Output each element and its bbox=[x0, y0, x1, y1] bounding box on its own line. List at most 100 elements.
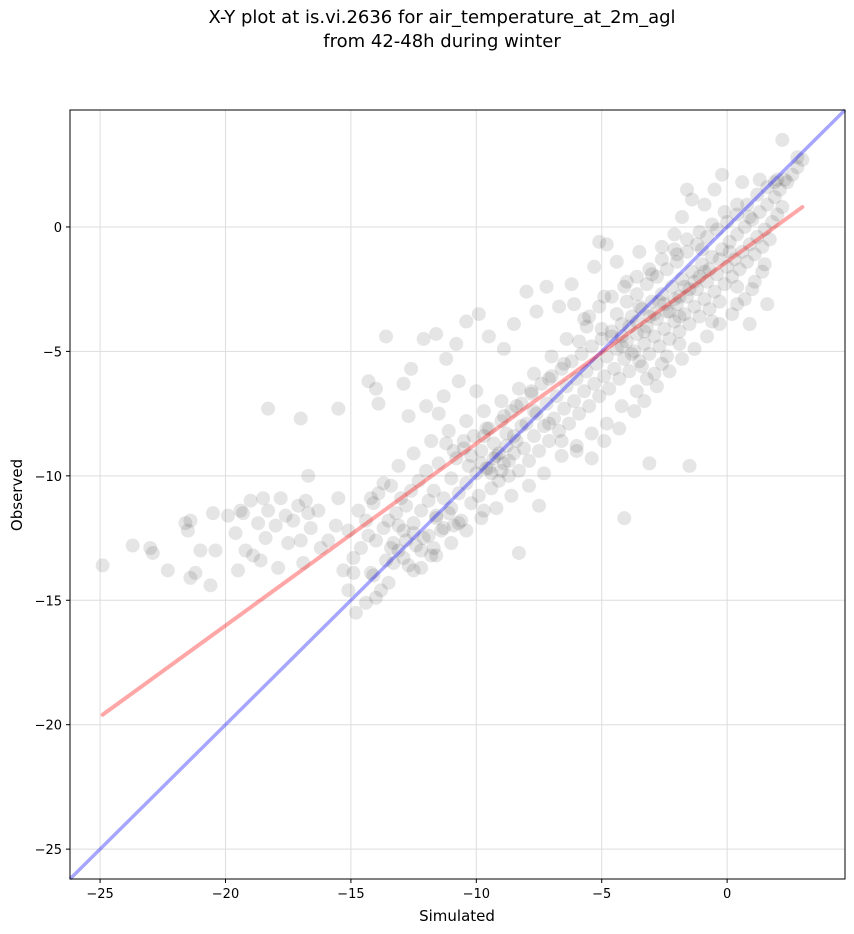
data-point bbox=[506, 446, 521, 461]
data-point bbox=[358, 595, 373, 610]
data-point bbox=[366, 496, 381, 511]
data-point bbox=[747, 247, 762, 262]
data-point bbox=[682, 458, 697, 473]
data-point bbox=[582, 399, 597, 414]
data-point bbox=[619, 274, 634, 289]
data-point bbox=[562, 416, 577, 431]
data-point bbox=[479, 421, 494, 436]
data-point bbox=[414, 560, 429, 575]
data-point bbox=[258, 531, 273, 546]
data-point bbox=[476, 429, 491, 444]
data-point bbox=[757, 222, 772, 237]
data-point bbox=[238, 543, 253, 558]
data-point bbox=[552, 424, 567, 439]
data-point bbox=[386, 555, 401, 570]
data-point bbox=[574, 346, 589, 361]
data-point bbox=[544, 349, 559, 364]
data-point bbox=[399, 498, 414, 513]
data-point bbox=[717, 205, 732, 220]
data-point bbox=[456, 433, 471, 448]
data-point bbox=[481, 329, 496, 344]
data-point bbox=[516, 441, 531, 456]
data-point bbox=[449, 451, 464, 466]
data-point bbox=[419, 399, 434, 414]
data-point bbox=[679, 244, 694, 259]
data-point bbox=[476, 404, 491, 419]
data-point bbox=[652, 294, 667, 309]
data-point bbox=[659, 304, 674, 319]
data-point bbox=[597, 289, 612, 304]
data-point bbox=[278, 508, 293, 523]
reference-lines bbox=[68, 108, 847, 881]
data-point bbox=[331, 401, 346, 416]
data-point bbox=[534, 376, 549, 391]
data-point bbox=[609, 307, 624, 322]
data-point bbox=[752, 172, 767, 187]
data-point bbox=[767, 190, 782, 205]
data-point bbox=[722, 234, 737, 249]
data-point bbox=[529, 406, 544, 421]
data-point bbox=[679, 289, 694, 304]
data-point bbox=[426, 541, 441, 556]
data-point bbox=[629, 287, 644, 302]
data-point bbox=[627, 344, 642, 359]
data-point bbox=[499, 426, 514, 441]
data-point bbox=[679, 232, 694, 247]
data-point bbox=[542, 433, 557, 448]
data-point bbox=[268, 518, 283, 533]
data-point bbox=[644, 294, 659, 309]
data-point bbox=[579, 364, 594, 379]
data-point bbox=[692, 269, 707, 284]
x-tick-label: −10 bbox=[463, 887, 490, 902]
data-point bbox=[509, 433, 524, 448]
data-point bbox=[632, 244, 647, 259]
data-point bbox=[632, 354, 647, 369]
chart-title-line-2: from 42-48h during winter bbox=[323, 31, 561, 52]
data-point bbox=[363, 565, 378, 580]
data-point bbox=[642, 309, 657, 324]
data-point bbox=[737, 219, 752, 234]
data-point bbox=[775, 200, 790, 215]
chart-title-line-1: X-Y plot at is.vi.2636 for air_temperatu… bbox=[208, 7, 676, 28]
data-point bbox=[363, 491, 378, 506]
data-point bbox=[720, 259, 735, 274]
data-point bbox=[770, 207, 785, 222]
data-point bbox=[647, 366, 662, 381]
data-point bbox=[444, 536, 459, 551]
data-point bbox=[469, 466, 484, 481]
data-point bbox=[629, 314, 644, 329]
data-point bbox=[707, 182, 722, 197]
data-point bbox=[389, 506, 404, 521]
data-point bbox=[459, 314, 474, 329]
data-point bbox=[634, 359, 649, 374]
data-point bbox=[456, 441, 471, 456]
data-point bbox=[313, 541, 328, 556]
data-point bbox=[444, 471, 459, 486]
data-point bbox=[514, 396, 529, 411]
data-point bbox=[539, 279, 554, 294]
data-point bbox=[429, 511, 444, 526]
data-point bbox=[730, 197, 745, 212]
data-point bbox=[424, 548, 439, 563]
data-point bbox=[451, 374, 466, 389]
data-point bbox=[715, 167, 730, 182]
data-point bbox=[409, 538, 424, 553]
data-point bbox=[604, 329, 619, 344]
data-point bbox=[717, 277, 732, 292]
data-point bbox=[514, 419, 529, 434]
data-point bbox=[557, 401, 572, 416]
data-point bbox=[208, 543, 223, 558]
data-point bbox=[439, 436, 454, 451]
data-point bbox=[160, 563, 175, 578]
data-point bbox=[479, 461, 494, 476]
data-point bbox=[702, 302, 717, 317]
data-point bbox=[589, 356, 604, 371]
data-point bbox=[569, 371, 584, 386]
data-point bbox=[396, 550, 411, 565]
data-point bbox=[351, 503, 366, 518]
data-point bbox=[569, 438, 584, 453]
data-point bbox=[426, 483, 441, 498]
data-point bbox=[549, 389, 564, 404]
data-point bbox=[607, 361, 622, 376]
data-point bbox=[511, 381, 526, 396]
